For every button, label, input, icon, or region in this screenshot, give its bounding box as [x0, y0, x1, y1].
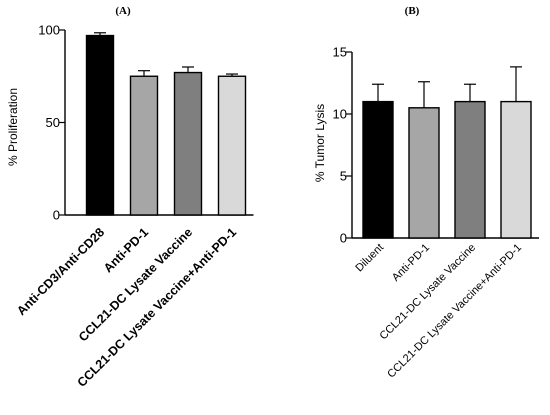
panel-b-y-ticks: 0 5 10 15 [333, 45, 352, 246]
panel-b-y-axis-label: % Tumor Lysis [313, 104, 327, 182]
y-tick-label: 0 [340, 231, 347, 246]
bar [500, 100, 532, 239]
panel-b-bars [362, 66, 532, 239]
bar [85, 34, 115, 216]
panel-a-bars [85, 32, 247, 216]
x-category-label: Diluent [353, 242, 386, 275]
panel-a-y-ticks: 0 50 100 [38, 23, 65, 223]
bar [408, 107, 440, 239]
y-tick-label: 100 [38, 23, 60, 38]
x-category-label: Anti-PD-1 [390, 242, 432, 284]
x-category-label: CCL21-DC Lysate Vaccine+Anti-PD-1 [75, 225, 240, 390]
panel-a-y-axis-label: % Proliferation [6, 88, 20, 166]
y-tick-label: 0 [53, 208, 60, 223]
bar [129, 75, 159, 216]
bar [217, 75, 247, 216]
chart-panel-b: (B) % Tumor Lysis 0 5 10 15 Diluent Anti-PD-… [313, 5, 539, 380]
panel-b-label: (B) [405, 5, 420, 17]
bar [454, 100, 486, 239]
x-category-label: CCL21-DC Lysate Vaccine [378, 242, 479, 343]
y-tick-label: 5 [340, 169, 347, 184]
x-category-label: Anti-CD3/Anti-CD28 [14, 225, 107, 318]
bar [173, 71, 203, 216]
bar [362, 100, 394, 239]
chart-panel-a: (A) % Proliferation 0 50 100 Anti-CD3/Anti… [6, 5, 254, 390]
y-tick-label: 10 [333, 107, 347, 122]
y-tick-label: 15 [333, 45, 347, 60]
y-tick-label: 50 [46, 115, 60, 130]
panel-a-label: (A) [115, 5, 131, 17]
